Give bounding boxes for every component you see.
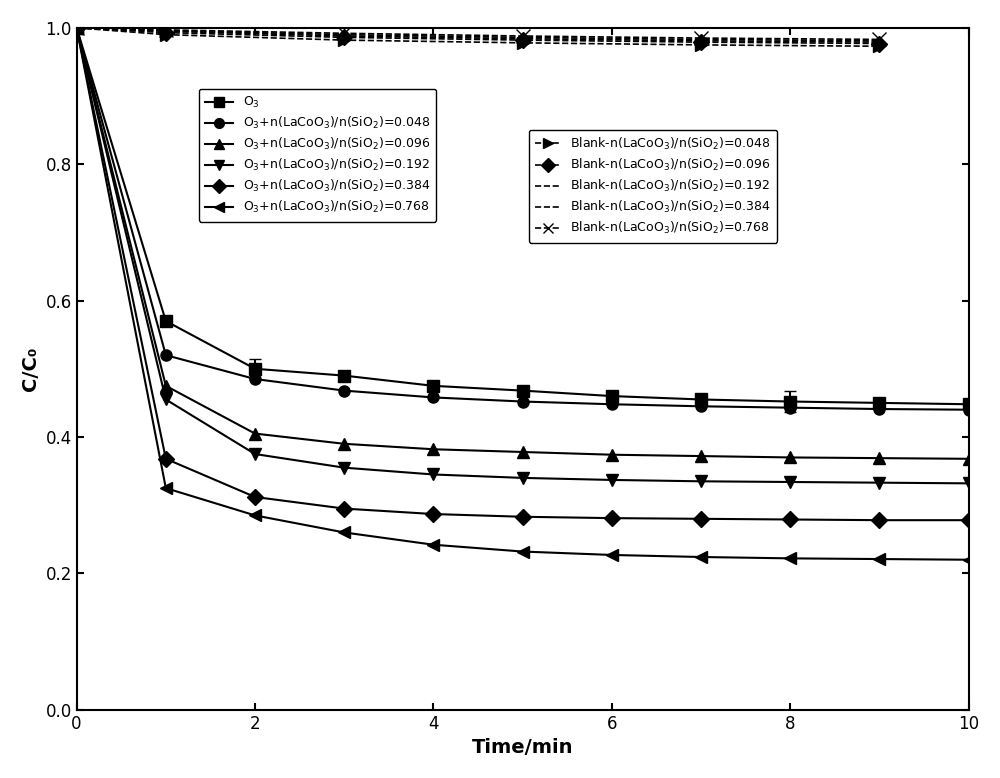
Y-axis label: C/C₀: C/C₀ <box>21 347 40 391</box>
Legend: Blank-n(LaCoO$_3$)/n(SiO$_2$)=0.048, Blank-n(LaCoO$_3$)/n(SiO$_2$)=0.096, Blank-: Blank-n(LaCoO$_3$)/n(SiO$_2$)=0.048, Bla… <box>529 130 777 243</box>
X-axis label: Time/min: Time/min <box>472 738 573 757</box>
